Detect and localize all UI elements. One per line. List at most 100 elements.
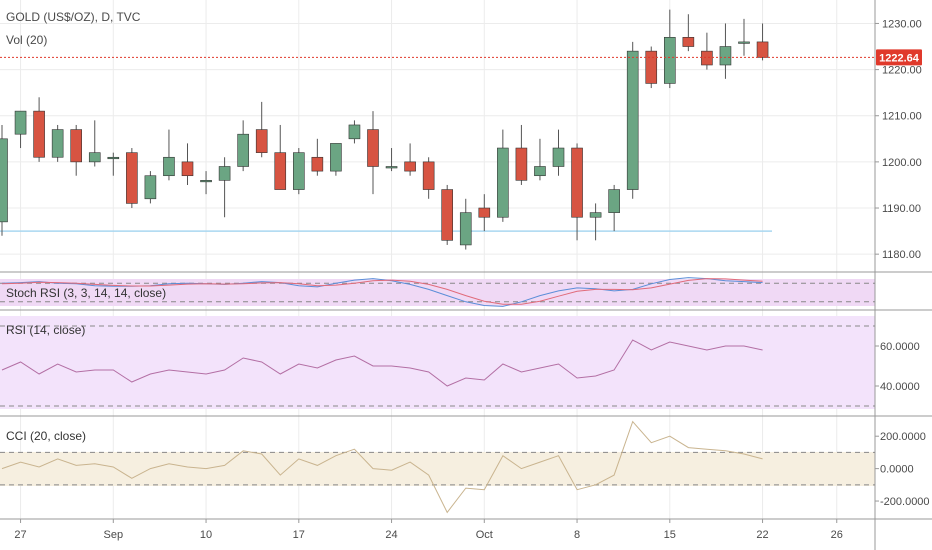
time-tick-label: 26 bbox=[831, 529, 843, 541]
candle-body bbox=[422, 161, 435, 190]
candle bbox=[311, 138, 324, 176]
candle-body bbox=[682, 36, 695, 47]
candle bbox=[218, 157, 231, 218]
chart-title: GOLD (US$/OZ), D, TVC bbox=[6, 10, 141, 24]
candle bbox=[626, 41, 639, 199]
indicator-line bbox=[1, 420, 763, 514]
candle bbox=[200, 171, 212, 195]
candle-body bbox=[645, 50, 658, 84]
price-tick-label: 1210.00 bbox=[882, 111, 922, 123]
candle-body bbox=[478, 207, 491, 218]
candle bbox=[163, 129, 175, 181]
candle bbox=[497, 129, 509, 222]
price-tick-label: 1190.00 bbox=[882, 203, 921, 215]
candle bbox=[126, 148, 138, 209]
candle-body bbox=[330, 143, 342, 172]
time-tick-label: 15 bbox=[664, 529, 676, 541]
candle-body bbox=[200, 180, 212, 183]
price-tick-label: 1220.00 bbox=[882, 65, 922, 77]
candle-body bbox=[404, 161, 416, 172]
candle-body bbox=[126, 152, 138, 204]
candle bbox=[88, 120, 101, 167]
candlesticks bbox=[0, 9, 769, 250]
candle-body bbox=[756, 41, 769, 58]
candle-body bbox=[274, 152, 287, 190]
candle bbox=[14, 110, 27, 149]
rsi-band bbox=[0, 316, 875, 409]
candle bbox=[51, 124, 64, 162]
candle-body bbox=[237, 133, 249, 167]
candle-body bbox=[738, 41, 750, 44]
candle-body bbox=[367, 129, 379, 167]
time-tick-label: 17 bbox=[293, 529, 305, 541]
time-tick-label: 8 bbox=[574, 529, 580, 541]
candle bbox=[385, 148, 398, 172]
volume-label: Vol (20) bbox=[6, 33, 47, 47]
candle-body bbox=[292, 152, 305, 190]
candle-body bbox=[571, 147, 583, 218]
candle bbox=[404, 143, 416, 176]
candle bbox=[33, 97, 45, 162]
cci-band bbox=[0, 452, 875, 486]
candle-body bbox=[218, 166, 231, 181]
time-tick-label: Sep bbox=[104, 529, 124, 541]
current-price-tag: 1222.64 bbox=[876, 49, 922, 66]
candle bbox=[738, 18, 750, 56]
time-tick-label: Oct bbox=[476, 529, 493, 541]
candle bbox=[534, 138, 546, 181]
candle bbox=[515, 124, 528, 185]
candle bbox=[459, 198, 472, 250]
candle-body bbox=[311, 156, 324, 172]
candle bbox=[589, 203, 602, 241]
candle bbox=[719, 23, 732, 79]
time-axis: 27 Sep 10 17 24 Oct 8 15 22 26 bbox=[14, 519, 843, 541]
candle-body bbox=[459, 212, 472, 246]
time-tick-label: 10 bbox=[200, 529, 212, 541]
candle bbox=[330, 143, 342, 176]
stoch-rsi-title: Stoch RSI (3, 3, 14, 14, close) bbox=[6, 286, 166, 300]
indicator-tick-label: 60.0000 bbox=[880, 341, 920, 353]
candle-body bbox=[51, 129, 64, 158]
candle-body bbox=[608, 189, 620, 213]
candle bbox=[181, 143, 194, 185]
candle bbox=[645, 46, 658, 89]
candle bbox=[255, 101, 268, 158]
candle-body bbox=[589, 212, 602, 218]
candle-body bbox=[348, 124, 361, 140]
candle-body bbox=[70, 129, 82, 163]
cci-title: CCI (20, close) bbox=[6, 429, 86, 443]
indicator-line bbox=[1, 278, 763, 305]
candle-body bbox=[552, 147, 565, 167]
rsi-title: RSI (14, close) bbox=[6, 323, 85, 337]
candle-body bbox=[626, 50, 639, 190]
candle-body bbox=[181, 161, 194, 177]
candle-body bbox=[534, 166, 546, 177]
indicator-tick-label: 200.0000 bbox=[880, 431, 926, 443]
price-tick-label: 1200.00 bbox=[882, 157, 922, 169]
candle bbox=[70, 124, 82, 176]
candle bbox=[348, 120, 361, 144]
candle-body bbox=[515, 147, 528, 181]
indicator-line bbox=[1, 339, 763, 387]
candle bbox=[292, 148, 305, 195]
indicator-lines: 40.0000 60.0000 -200.0000 0.0000 200.0000 bbox=[1, 277, 930, 514]
current-price-label: 1222.64 bbox=[879, 52, 920, 64]
indicator-tick-label: -200.0000 bbox=[880, 496, 930, 508]
candle bbox=[237, 120, 249, 172]
indicator-tick-label: 0.0000 bbox=[880, 464, 914, 476]
candle bbox=[608, 184, 620, 232]
candle-body bbox=[163, 156, 175, 177]
candle-body bbox=[719, 46, 732, 66]
time-tick-label: 24 bbox=[385, 529, 397, 541]
band-lines bbox=[0, 282, 875, 486]
candle bbox=[756, 23, 769, 61]
candle-body bbox=[33, 110, 45, 158]
candle-body bbox=[701, 50, 713, 66]
candle bbox=[441, 184, 454, 245]
price-tick-label: 1180.00 bbox=[882, 249, 921, 261]
grid-lines bbox=[0, 0, 875, 519]
candle-body bbox=[14, 110, 27, 135]
candle bbox=[144, 171, 157, 204]
candle-body bbox=[385, 166, 398, 169]
